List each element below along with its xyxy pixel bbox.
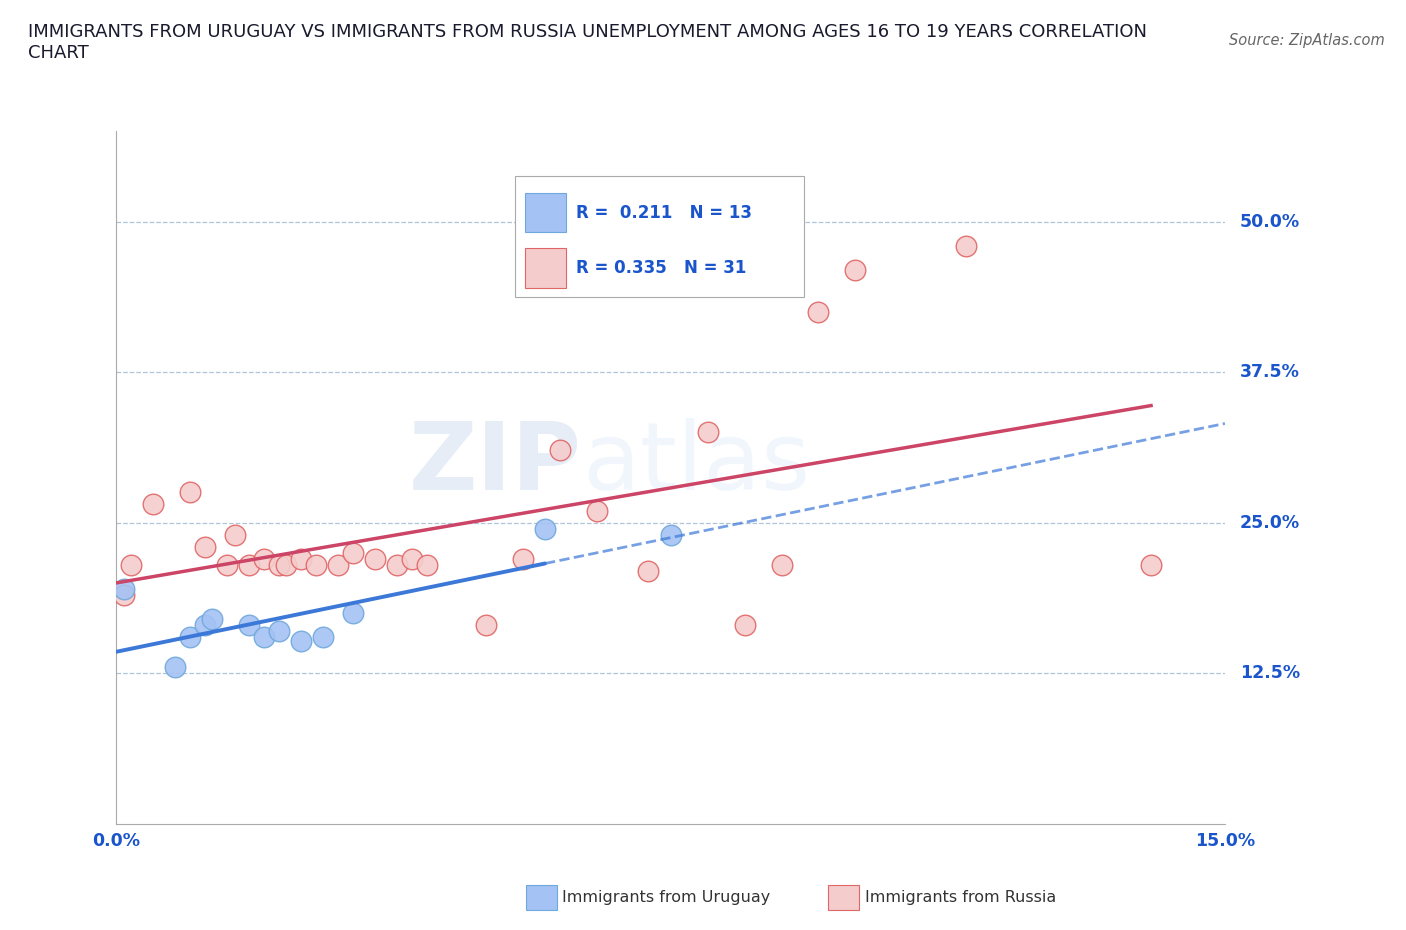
Point (112, 588, 135, 603)
Point (734, 618, 756, 632)
Point (696, 425, 718, 440)
Point (416, 557, 439, 572)
Point (385, 557, 408, 572)
Text: 50.0%: 50.0% (1240, 213, 1301, 231)
Point (807, 304, 830, 319)
Point (955, 238, 977, 253)
Point (312, 630, 335, 644)
Text: 25.0%: 25.0% (1240, 513, 1301, 532)
Text: R =  0.211   N = 13: R = 0.211 N = 13 (576, 204, 752, 222)
FancyBboxPatch shape (526, 193, 567, 232)
Point (179, 485, 201, 500)
Point (217, 557, 239, 572)
Point (326, 557, 349, 572)
Point (585, 503, 607, 518)
Point (534, 521, 557, 536)
Point (342, 605, 364, 620)
Text: 12.5%: 12.5% (1240, 664, 1301, 682)
Point (267, 557, 290, 572)
Point (112, 581, 135, 596)
Text: Immigrants from Russia: Immigrants from Russia (865, 890, 1056, 906)
Point (342, 545, 364, 560)
Point (179, 630, 201, 644)
Point (194, 539, 217, 554)
Text: Source: ZipAtlas.com: Source: ZipAtlas.com (1229, 33, 1385, 47)
Text: ZIP: ZIP (409, 418, 582, 510)
Point (364, 551, 387, 566)
Point (194, 618, 217, 632)
Point (267, 623, 290, 638)
Point (224, 527, 246, 542)
Point (401, 551, 423, 566)
Point (253, 630, 276, 644)
Point (142, 497, 165, 512)
Text: 37.5%: 37.5% (1240, 363, 1299, 381)
Point (290, 633, 312, 648)
Point (290, 551, 312, 566)
Point (305, 557, 328, 572)
Point (238, 618, 260, 632)
FancyBboxPatch shape (516, 177, 804, 298)
Point (253, 551, 276, 566)
Point (1140, 557, 1163, 572)
Point (475, 618, 498, 632)
Point (770, 557, 793, 572)
Text: IMMIGRANTS FROM URUGUAY VS IMMIGRANTS FROM RUSSIA UNEMPLOYMENT AMONG AGES 16 TO : IMMIGRANTS FROM URUGUAY VS IMMIGRANTS FR… (28, 23, 1147, 62)
Point (165, 659, 187, 674)
Text: Immigrants from Uruguay: Immigrants from Uruguay (562, 890, 770, 906)
Text: atlas: atlas (582, 418, 810, 510)
Text: R = 0.335   N = 31: R = 0.335 N = 31 (576, 259, 747, 277)
Point (512, 551, 534, 566)
Point (201, 611, 224, 626)
FancyBboxPatch shape (526, 248, 567, 287)
Point (276, 557, 298, 572)
Point (637, 564, 659, 578)
Point (844, 262, 866, 277)
Point (238, 557, 260, 572)
Point (548, 443, 571, 458)
Point (659, 527, 682, 542)
Point (120, 557, 142, 572)
